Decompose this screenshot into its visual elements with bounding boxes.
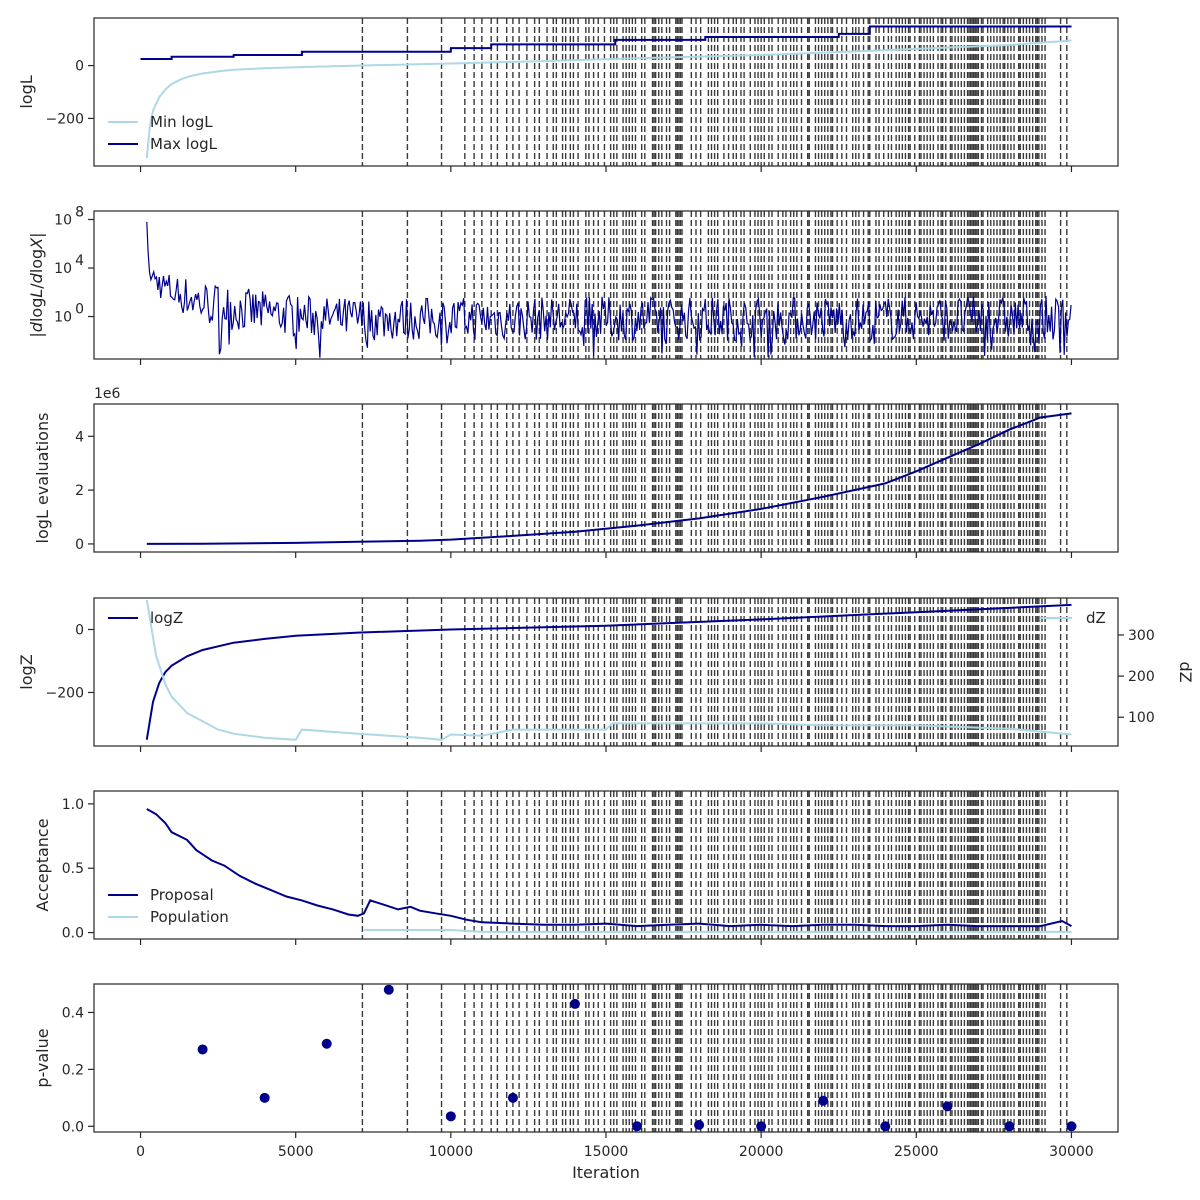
series-line-main <box>146 412 1072 545</box>
y-tick-label: 4 <box>75 429 84 445</box>
legend-label: Proposal <box>150 886 214 904</box>
y-axis-label: logL evaluations <box>33 413 52 544</box>
legend-right: dZ <box>1040 609 1106 627</box>
x-tick-label: 10000 <box>429 1144 474 1160</box>
scatter-point <box>1066 1121 1077 1132</box>
y-tick-label: 0.5 <box>62 861 84 877</box>
y-axis-label: |dlogL/dlogX| <box>27 232 46 337</box>
vertical-markers <box>361 18 1068 166</box>
y-tick-exponent: 0 <box>75 302 84 318</box>
legend-label: Min logL <box>150 113 213 131</box>
series-line-proposal <box>146 808 1072 928</box>
x-tick-label: 25000 <box>894 1144 939 1160</box>
series-line-population <box>364 929 1072 933</box>
panel-dlogl: 10 810 410 0|dlogL/dlogX| <box>27 204 1119 365</box>
vertical-markers <box>361 791 1068 939</box>
y-axis-label: logZ <box>17 654 36 689</box>
y-axis-label-right: dZ <box>1176 661 1195 682</box>
panel-evaluations: 0 2 4 logL evaluations 1e6 <box>33 386 1119 558</box>
offset-text: 1e6 <box>94 386 121 402</box>
series-line-dz <box>145 599 1072 741</box>
series-line-min-logl <box>145 39 1072 159</box>
x-axis-label: Iteration <box>572 1163 640 1182</box>
y-tick-label: 1.0 <box>62 797 84 813</box>
x-tick-label: 20000 <box>739 1144 784 1160</box>
plot-area <box>146 404 1072 552</box>
y-tick-label: 0.0 <box>62 926 84 942</box>
x-tick-label: 15000 <box>584 1144 629 1160</box>
y-tick-label: 0.0 <box>62 1119 84 1135</box>
scatter-point <box>445 1111 456 1122</box>
legend: Min logL Max logL <box>108 113 218 153</box>
vertical-markers <box>361 211 1068 359</box>
series-line-max-logl <box>140 25 1072 60</box>
legend-label: Population <box>150 908 229 926</box>
legend-label: dZ <box>1086 609 1106 627</box>
y-tick-exponent: 4 <box>75 253 84 269</box>
legend-label: logZ <box>150 609 183 627</box>
scatter-point <box>880 1121 891 1132</box>
y-tick-label-right: 200 <box>1128 669 1155 685</box>
legend: Proposal Population <box>108 886 229 926</box>
plot-area <box>140 18 1072 166</box>
y-axis-label: p-value <box>33 1028 52 1087</box>
scatter-point <box>1004 1121 1015 1132</box>
panel-logz: 0 −200 logZ 100 200 300 dZ logZ dZ <box>17 597 1195 752</box>
y-axis-label: Acceptance <box>33 818 52 911</box>
legend-label: Max logL <box>150 135 218 153</box>
plot-area <box>146 791 1072 939</box>
scatter-point <box>632 1121 643 1132</box>
y-tick-label: −200 <box>46 111 84 127</box>
legend: logZ <box>108 609 183 627</box>
y-tick-label: 0 <box>75 59 84 75</box>
y-tick-label: 0.2 <box>62 1062 84 1078</box>
panel-logl: 0 −200 logL Min logL Max logL <box>17 17 1119 172</box>
x-tick-label: 30000 <box>1049 1144 1094 1160</box>
scatter-point <box>569 998 580 1009</box>
vertical-markers <box>361 404 1068 552</box>
vertical-markers <box>361 984 1068 1132</box>
panel-acceptance: 0.0 0.5 1.0 Acceptance Proposal Population <box>33 790 1119 945</box>
y-axis-label: logL <box>17 75 36 108</box>
y-tick-label-right: 100 <box>1128 710 1155 726</box>
x-tick-label: 0 <box>136 1144 145 1160</box>
scatter-point <box>507 1092 518 1103</box>
plot-area <box>146 211 1072 359</box>
plot-area <box>145 598 1072 746</box>
y-tick-label: 0 <box>75 622 84 638</box>
y-tick-label: 0.4 <box>62 1005 84 1021</box>
scatter-point <box>259 1092 270 1103</box>
x-tick-label: 5000 <box>278 1144 314 1160</box>
y-tick-label-right: 300 <box>1128 628 1155 644</box>
plot-area <box>197 984 1077 1132</box>
scatter-point <box>694 1119 705 1130</box>
scatter-point <box>942 1101 953 1112</box>
scatter-point <box>756 1121 767 1132</box>
series-line <box>146 221 1072 358</box>
y-tick-label: 10 <box>54 212 72 228</box>
vertical-markers <box>361 598 1068 746</box>
panel-pvalue: 0 5000 10000 15000 20000 25000 30000 Iteration 0… <box>33 983 1119 1182</box>
scatter-point <box>321 1038 332 1049</box>
y-tick-label: 10 <box>54 261 72 277</box>
y-tick-label: 0 <box>75 537 84 553</box>
y-tick-label: −200 <box>46 685 84 701</box>
scatter-point <box>818 1095 829 1106</box>
y-tick-label: 10 <box>54 310 72 326</box>
scatter-point <box>383 984 394 995</box>
y-tick-exponent: 8 <box>75 204 84 220</box>
y-tick-label: 2 <box>75 483 84 499</box>
scatter-point <box>197 1044 208 1055</box>
